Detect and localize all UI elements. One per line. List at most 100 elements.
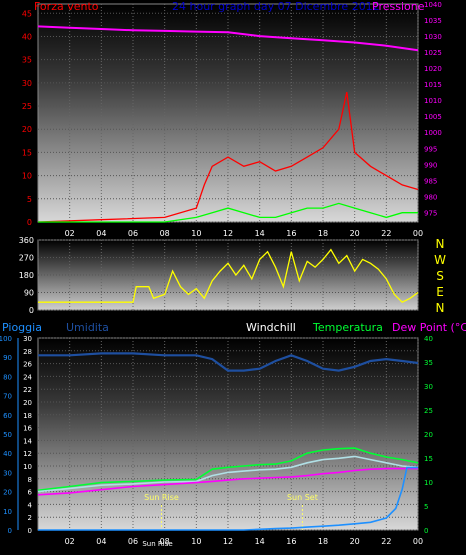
rain-y-tick: 30 [3, 469, 12, 477]
temp-y-tick: 4 [28, 501, 33, 509]
temp-y-tick: 22 [23, 386, 32, 394]
rain-y-tick: 0 [8, 527, 12, 535]
x-tick-label-bottom: 12 [223, 537, 233, 546]
compass-label: W [434, 253, 446, 267]
temp-y-tick: 30 [23, 335, 32, 343]
direction-y-tick: 90 [24, 289, 34, 298]
temp-y-tick: 12 [23, 450, 32, 458]
temp-y-tick: 6 [28, 489, 33, 497]
rain-y-tick: 70 [3, 393, 12, 401]
pressure-y-tick: 1000 [424, 129, 442, 137]
pressure-y-tick: 1025 [424, 49, 442, 57]
series-forza-vento [37, 91, 419, 223]
series-pressione [37, 25, 419, 52]
series-pioggia [38, 466, 418, 531]
rain-y-tick: 50 [3, 431, 12, 439]
sunset-label: Sun Set [287, 493, 318, 502]
wind-y-tick: 15 [22, 148, 32, 157]
temp-y-tick: 0 [28, 527, 32, 535]
x-tick-label: 00 [413, 229, 423, 238]
chart-title: 24 hour graph day 07 Dicembre 2012 [172, 0, 380, 13]
rain-y-tick: 60 [3, 412, 12, 420]
x-tick-label-bottom: 18 [318, 537, 328, 546]
pressure-y-tick: 985 [424, 177, 437, 185]
temp-right-y-tick: 20 [424, 431, 433, 439]
rain-title: Pioggia [2, 321, 42, 334]
series-direzione [38, 248, 419, 303]
temp-y-tick: 16 [23, 425, 32, 433]
pressure-y-tick: 990 [424, 161, 437, 169]
wind-y-tick: 10 [22, 172, 32, 181]
temp-y-tick: 10 [23, 463, 32, 471]
temp-y-tick: 2 [28, 514, 32, 522]
temp-right-y-tick: 5 [424, 503, 428, 511]
temp-right-y-tick: 0 [424, 527, 428, 535]
temp-right-y-tick: 40 [424, 335, 433, 343]
wind-y-tick: 35 [22, 56, 32, 65]
x-tick-label-bottom: 02 [65, 537, 75, 546]
x-tick-label: 10 [191, 229, 201, 238]
wind-y-tick: 45 [22, 9, 32, 18]
temp-y-tick: 14 [23, 437, 32, 445]
x-tick-label-bottom: 10 [191, 537, 201, 546]
temp-y-tick: 8 [28, 476, 32, 484]
windchill-title: Windchill [246, 321, 296, 334]
sunrise-axis-label: Sun Rise [142, 540, 172, 548]
wind-y-tick: 20 [22, 125, 32, 134]
compass-label: N [436, 237, 445, 251]
direction-y-tick: 360 [19, 236, 34, 245]
rain-y-tick: 20 [3, 489, 12, 497]
rain-y-tick: 10 [3, 508, 12, 516]
x-tick-label: 20 [350, 229, 360, 238]
temp-y-tick: 26 [23, 361, 32, 369]
series-windchill [37, 455, 419, 493]
temp-right-y-tick: 10 [424, 479, 433, 487]
series-temperatura [37, 447, 419, 492]
temp-y-tick: 18 [23, 412, 32, 420]
wind-y-tick: 40 [22, 32, 32, 41]
pressure-y-tick: 975 [424, 209, 437, 217]
x-tick-label: 12 [223, 229, 233, 238]
temp-right-y-tick: 35 [424, 359, 433, 367]
wind-speed-title: Forza vento [34, 0, 99, 13]
x-tick-label-bottom: 04 [96, 537, 106, 546]
temp-right-y-tick: 25 [424, 407, 433, 415]
compass-label: E [436, 285, 444, 299]
pressure-y-tick: 1010 [424, 97, 442, 105]
x-tick-label: 22 [381, 229, 391, 238]
rain-y-tick: 100 [0, 335, 12, 343]
x-tick-label: 18 [318, 229, 328, 238]
x-tick-label-bottom: 20 [350, 537, 360, 546]
sunrise-label: Sun Rise [144, 493, 179, 502]
series-dew-point [37, 467, 418, 496]
pressure-y-tick: 1005 [424, 113, 442, 121]
wind-y-tick: 5 [27, 195, 32, 204]
x-tick-label-bottom: 14 [255, 537, 265, 546]
dewpoint-title: Dew Point (°C) [392, 321, 466, 334]
humidity-title: Umidita [66, 321, 109, 334]
x-tick-label: 16 [286, 229, 296, 238]
x-tick-label-bottom: 08 [160, 537, 170, 546]
pressure-y-tick: 1015 [424, 81, 442, 89]
wind-y-tick: 30 [22, 79, 32, 88]
x-tick-label: 08 [160, 229, 170, 238]
x-tick-label-bottom: 16 [286, 537, 296, 546]
pressure-title: Pressione [372, 0, 425, 13]
temp-y-tick: 28 [23, 348, 32, 356]
temp-y-tick: 24 [23, 373, 32, 381]
x-tick-label: 06 [128, 229, 138, 238]
x-tick-label-bottom: 22 [381, 537, 391, 546]
direction-y-tick: 270 [19, 254, 34, 263]
x-tick-label-bottom: 06 [128, 537, 138, 546]
direction-y-tick: 180 [19, 271, 34, 280]
x-tick-label-bottom: 00 [413, 537, 423, 546]
rain-y-tick: 90 [3, 354, 12, 362]
compass-label: S [436, 269, 444, 283]
temp-y-tick: 20 [23, 399, 32, 407]
x-tick-label: 02 [65, 229, 75, 238]
wind-y-tick: 0 [27, 218, 32, 227]
pressure-y-tick: 995 [424, 145, 437, 153]
pressure-y-tick: 1030 [424, 33, 442, 41]
pressure-y-tick: 1020 [424, 65, 442, 73]
